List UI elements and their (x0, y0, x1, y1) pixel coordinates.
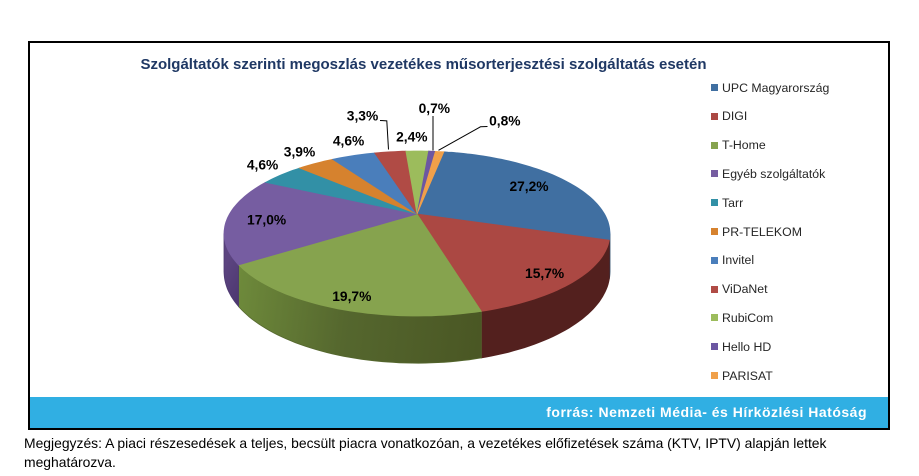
svg-text:0,8%: 0,8% (489, 114, 520, 129)
svg-text:27,2%: 27,2% (509, 179, 548, 194)
svg-text:2,4%: 2,4% (396, 129, 427, 144)
svg-text:17,0%: 17,0% (247, 213, 286, 228)
svg-text:15,7%: 15,7% (525, 266, 564, 281)
svg-text:4,6%: 4,6% (333, 133, 364, 148)
svg-text:19,7%: 19,7% (332, 289, 371, 304)
svg-text:3,9%: 3,9% (284, 145, 315, 160)
svg-text:3,3%: 3,3% (347, 109, 378, 124)
svg-text:4,6%: 4,6% (247, 158, 278, 173)
svg-text:0,7%: 0,7% (419, 101, 450, 116)
